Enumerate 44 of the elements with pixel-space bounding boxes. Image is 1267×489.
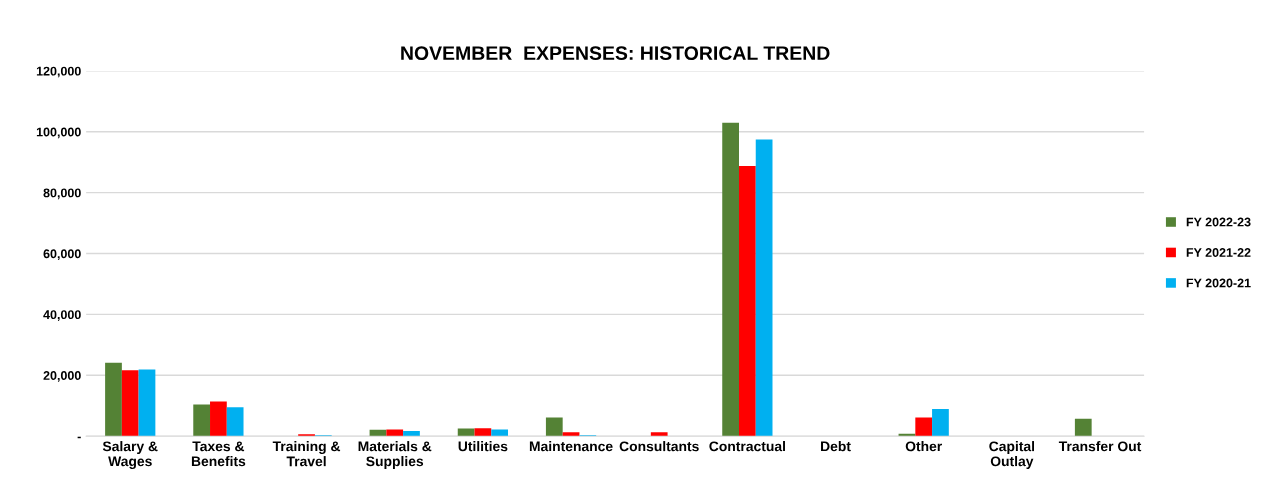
bar [650, 432, 668, 437]
bar [1074, 418, 1092, 437]
bar [386, 429, 404, 437]
x-tick-label: Materials & Supplies [358, 441, 432, 469]
chart-title: NOVEMBER EXPENSES: HISTORICAL TREND [401, 46, 830, 60]
bar [369, 429, 387, 437]
bar [403, 431, 420, 437]
bar [193, 404, 211, 437]
x-tick-label: Debt [821, 441, 851, 452]
y-tick-label: 40,000 [43, 310, 81, 321]
legend-label: FY 2022-23 [1186, 217, 1251, 227]
legend-label: FY 2020-21 [1186, 278, 1251, 288]
bar [722, 122, 739, 437]
bar [457, 428, 475, 437]
bar [210, 401, 227, 437]
x-tick-label: Transfer Out [1058, 441, 1142, 452]
bar [105, 362, 122, 437]
bar [226, 407, 244, 437]
x-tick-label: Salary & Wages [102, 441, 158, 470]
y-tick-label: 120,000 [36, 66, 81, 78]
y-tick-label: 100,000 [36, 127, 81, 139]
bar [932, 409, 949, 437]
bar [138, 369, 156, 437]
bar [121, 370, 139, 437]
y-tick-label: 80,000 [43, 188, 81, 200]
x-tick-label: Utilities [458, 441, 508, 452]
bar [755, 139, 773, 437]
bar [915, 417, 933, 437]
x-tick-label: Other [905, 441, 943, 452]
x-tick-label: Training & Travel [272, 441, 341, 467]
bar [739, 165, 756, 437]
x-tick-label: Contractual [709, 441, 785, 452]
y-tick-label: 20,000 [43, 371, 81, 382]
bar [545, 417, 563, 437]
bar [562, 432, 580, 437]
bar [491, 429, 509, 437]
legend-label: FY 2021-22 [1186, 248, 1251, 257]
bar [474, 428, 492, 437]
x-tick-label: Consultants [619, 441, 699, 452]
x-tick-label: Capital Outlay [989, 441, 1035, 469]
x-tick-label: Maintenance [529, 441, 613, 452]
x-tick-label: Taxes & Benefits [191, 441, 246, 467]
y-tick-label: - [77, 436, 81, 439]
y-tick-label: 60,000 [43, 249, 81, 261]
